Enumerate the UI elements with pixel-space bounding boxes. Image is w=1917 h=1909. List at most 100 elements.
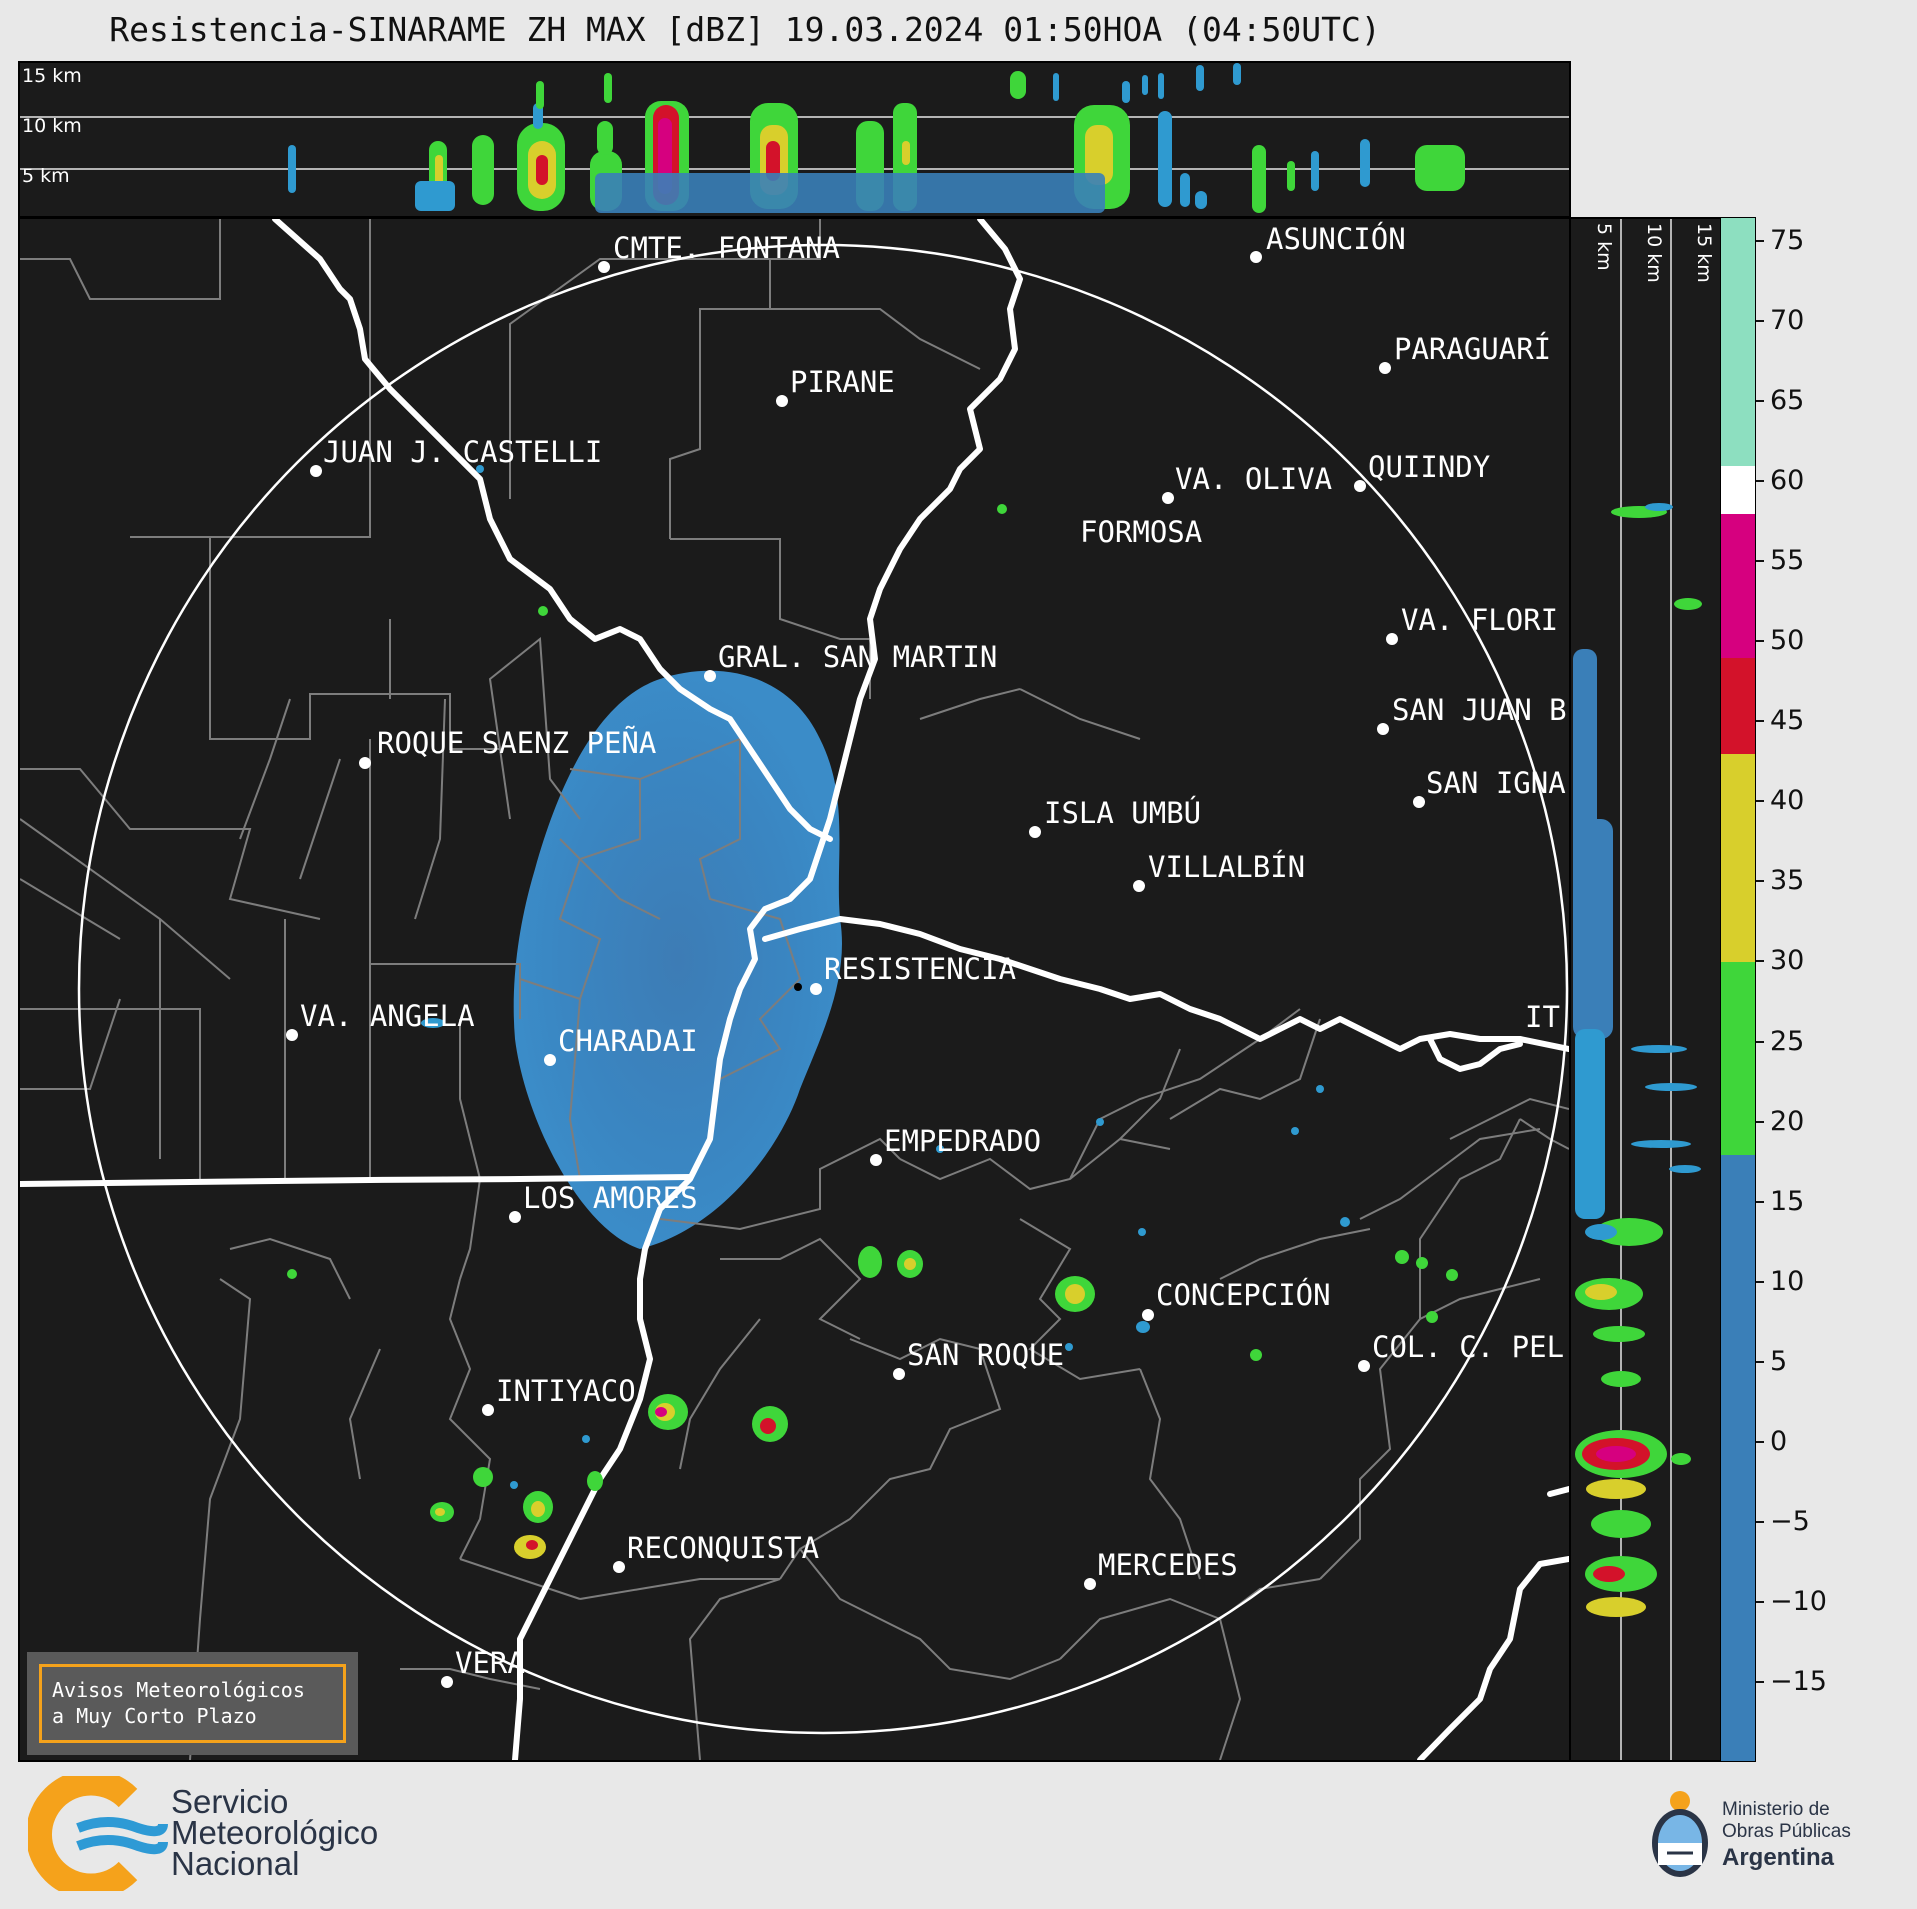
city-label-col-c-pel: COL. C. PEL bbox=[1372, 1330, 1564, 1364]
colorbar-tick bbox=[1756, 1280, 1764, 1283]
colorbar-tick bbox=[1756, 240, 1764, 242]
colorbar-band bbox=[1721, 1154, 1755, 1761]
colorbar-tick bbox=[1756, 1600, 1764, 1603]
city-label-san-juan-b: SAN JUAN B bbox=[1392, 693, 1567, 727]
city-label-san-roque: SAN ROQUE bbox=[907, 1338, 1064, 1372]
colorbar-band bbox=[1721, 754, 1755, 963]
smn-line-1: Servicio bbox=[171, 1783, 289, 1820]
warning-line-2: a Muy Corto Plazo bbox=[52, 1704, 257, 1728]
colorbar-tick bbox=[1756, 320, 1764, 323]
radar-map: CMTE. FONTANA ASUNCIÓN PIRANE PARAGUARÍ … bbox=[20, 219, 1569, 1760]
city-label-vera: VERA bbox=[455, 1646, 525, 1680]
colorbar-band bbox=[1721, 514, 1755, 659]
city-markers bbox=[286, 251, 1425, 1688]
colorbar-tick-label: 70 bbox=[1770, 305, 1805, 337]
side-cross-section-panel: 5 km 10 km 15 km bbox=[1569, 217, 1722, 1762]
top-cross-section-panel: 15 km 10 km 5 km bbox=[18, 61, 1571, 218]
city-label-va-angela: VA. ANGELA bbox=[300, 999, 475, 1033]
warning-line-1: Avisos Meteorológicos bbox=[52, 1678, 305, 1702]
warning-box-inner[interactable]: Avisos Meteorológicos a Muy Corto Plazo bbox=[39, 1664, 346, 1743]
colorbar-tick-label: 0 bbox=[1770, 1425, 1788, 1457]
argentina-coat-of-arms-icon bbox=[1652, 1791, 1708, 1877]
top-cross-section-plot: 15 km 10 km 5 km bbox=[20, 63, 1569, 213]
smn-name: Servicio Meteorológico Nacional bbox=[171, 1783, 379, 1880]
colorbar-tick-label: 55 bbox=[1770, 545, 1805, 577]
side-echo-cells bbox=[1573, 503, 1702, 1617]
rivers bbox=[20, 219, 1569, 1760]
colorbar-tick bbox=[1756, 800, 1764, 803]
ministry-line-2: Obras Públicas bbox=[1722, 1821, 1851, 1842]
city-label-empedrado: EMPEDRADO bbox=[884, 1124, 1041, 1158]
colorbar-tick-label: 50 bbox=[1770, 625, 1805, 657]
colorbar-tick-label: 15 bbox=[1770, 1185, 1805, 1217]
height-label-5km: 5 km bbox=[22, 165, 70, 187]
city-label-paraguari: PARAGUARÍ bbox=[1394, 332, 1551, 366]
city-label-los-amores: LOS AMORES bbox=[523, 1181, 698, 1215]
colorbar-tick bbox=[1756, 400, 1764, 403]
main-echo-area bbox=[513, 670, 842, 1249]
city-label-roque-saenz-pena: ROQUE SAENZ PEÑA bbox=[377, 726, 656, 760]
city-label-san-igna: SAN IGNA bbox=[1426, 766, 1566, 800]
colorbar-band bbox=[1721, 962, 1755, 1155]
city-label-va-flori: VA. FLORI bbox=[1401, 603, 1558, 637]
side-height-label-15km: 15 km bbox=[1693, 223, 1715, 283]
city-label-intiyaco: INTIYACO bbox=[496, 1374, 636, 1408]
colorbar-tick bbox=[1756, 1120, 1764, 1123]
colorbar-tick-label: 20 bbox=[1770, 1105, 1805, 1137]
side-cross-section-plot: 5 km 10 km 15 km bbox=[1573, 219, 1715, 1760]
city-label-it: IT bbox=[1525, 1000, 1560, 1034]
colorbar-tick-label: 75 bbox=[1770, 225, 1805, 256]
colorbar-tick bbox=[1756, 880, 1764, 883]
warning-box[interactable]: Avisos Meteorológicos a Muy Corto Plazo bbox=[27, 1652, 358, 1755]
city-label-mercedes: MERCEDES bbox=[1098, 1548, 1238, 1582]
city-label-resistencia: RESISTENCIA bbox=[824, 952, 1016, 986]
colorbar-tick bbox=[1756, 1200, 1764, 1203]
city-label-gral-san-martin: GRAL. SAN MARTIN bbox=[718, 640, 997, 674]
colorbar-tick bbox=[1756, 1440, 1764, 1443]
colorbar-tick-label: 30 bbox=[1770, 945, 1805, 977]
colorbar-tick-label: 35 bbox=[1770, 865, 1805, 897]
city-label-juan-j-castelli: JUAN J. CASTELLI bbox=[323, 435, 602, 469]
colorbar-tick bbox=[1756, 560, 1764, 563]
colorbar-tick bbox=[1756, 480, 1764, 483]
city-label-isla-umbu: ISLA UMBÚ bbox=[1044, 796, 1201, 830]
colorbar-tick bbox=[1756, 960, 1764, 963]
city-label-reconquista: RECONQUISTA bbox=[627, 1531, 819, 1565]
ministry-name: Ministerio de Obras Públicas Argentina bbox=[1722, 1799, 1851, 1873]
side-height-label-5km: 5 km bbox=[1593, 223, 1615, 271]
city-label-cmte-fontana: CMTE. FONTANA bbox=[613, 231, 840, 265]
smn-logo-icon bbox=[28, 1776, 168, 1891]
province-borders bbox=[20, 219, 1569, 1760]
colorbar-tick-label: 25 bbox=[1770, 1025, 1805, 1057]
city-labels: CMTE. FONTANA ASUNCIÓN PIRANE PARAGUARÍ … bbox=[300, 222, 1567, 1680]
colorbar-tick-label: 65 bbox=[1770, 385, 1805, 417]
smn-line-2: Meteorológico bbox=[171, 1814, 379, 1851]
colorbar-band bbox=[1721, 658, 1755, 755]
city-label-villalbin: VILLALBÍN bbox=[1148, 850, 1305, 884]
colorbar-tick-label: −10 bbox=[1770, 1585, 1827, 1617]
ministry-line-1: Ministerio de bbox=[1722, 1799, 1830, 1820]
ministry-line-3: Argentina bbox=[1722, 1844, 1835, 1871]
radar-site-marker bbox=[794, 983, 802, 991]
city-label-pirane: PIRANE bbox=[790, 365, 895, 399]
colorbar-tick-label: 60 bbox=[1770, 465, 1805, 497]
colorbar-band bbox=[1721, 466, 1755, 515]
city-label-asuncion: ASUNCIÓN bbox=[1266, 222, 1406, 256]
colorbar-tick bbox=[1756, 640, 1764, 643]
colorbar-tick-label: 40 bbox=[1770, 785, 1805, 817]
colorbar-tick bbox=[1756, 1520, 1764, 1523]
colorbar-tick bbox=[1756, 1040, 1764, 1043]
radar-map-panel[interactable]: CMTE. FONTANA ASUNCIÓN PIRANE PARAGUARÍ … bbox=[18, 217, 1571, 1762]
colorbar-tick-label: 5 bbox=[1770, 1345, 1788, 1377]
city-label-formosa: FORMOSA bbox=[1080, 515, 1202, 549]
colorbar bbox=[1720, 217, 1756, 1762]
colorbar-tick bbox=[1756, 1680, 1764, 1683]
height-label-10km: 10 km bbox=[22, 115, 82, 137]
city-label-quiindy: QUIINDY bbox=[1368, 450, 1490, 484]
map-title: Resistencia-SINARAME ZH MAX [dBZ] 19.03.… bbox=[109, 10, 1381, 49]
city-label-charadai: CHARADAI bbox=[558, 1024, 698, 1058]
colorbar-tick-label: −5 bbox=[1770, 1505, 1810, 1537]
range-ring bbox=[77, 243, 1569, 1735]
colorbar-band bbox=[1721, 218, 1755, 467]
city-label-va-oliva: VA. OLIVA bbox=[1175, 462, 1332, 496]
